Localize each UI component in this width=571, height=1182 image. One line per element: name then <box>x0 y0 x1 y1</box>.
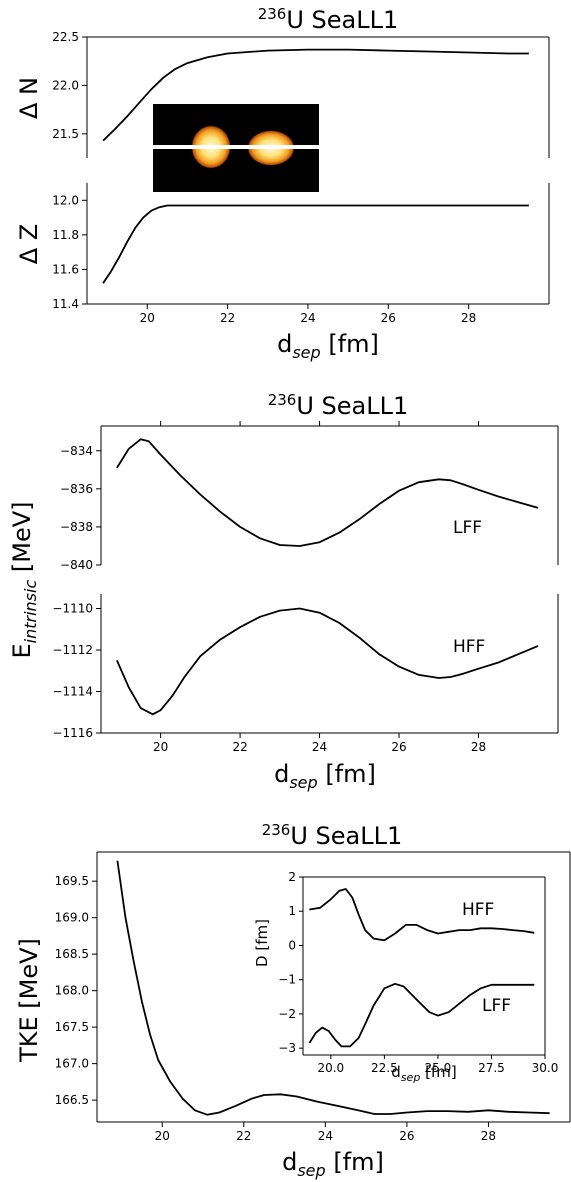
y-tick-label: 1 <box>288 904 296 918</box>
panel2-title: 236U SeaLL1 <box>268 391 409 420</box>
y-tick-label: 0 <box>288 938 296 952</box>
x-tick-label: 20.0 <box>317 1061 344 1075</box>
x-tick-label: 22.5 <box>371 1061 398 1075</box>
y-tick-label: −2 <box>278 1007 296 1021</box>
x-tick-label: 25.0 <box>425 1061 452 1075</box>
y-tick-label: 11.6 <box>52 262 79 276</box>
inset-background <box>303 877 545 1055</box>
x-tick-label: 28 <box>461 311 476 325</box>
y-tick-label: −1114 <box>52 685 93 699</box>
intrinsic-ylabel: Eintrinsic [MeV] <box>8 501 40 658</box>
panel1-xlabel: dsep [fm] <box>277 330 379 362</box>
delta-z-ylabel: Δ Z <box>15 224 43 265</box>
x-tick-label: 24 <box>300 311 315 325</box>
panel1-title: 236U SeaLL1 <box>258 5 399 34</box>
tke-inset-axes: 2 1 0 −1 −2 −3 20.0 22.5 25.0 27.5 30.0 <box>278 870 558 1075</box>
hff-annotation: HFF <box>453 637 485 657</box>
inset-ylabel: D [fm] <box>253 919 271 967</box>
y-tick-label: 169.0 <box>55 911 89 925</box>
series-line <box>102 204 529 284</box>
y-tick-label: 21.5 <box>52 127 79 141</box>
y-tick-label: 2 <box>288 870 296 884</box>
y-tick-label: 168.0 <box>55 984 89 998</box>
tke-ylabel: TKE [MeV] <box>15 938 43 1063</box>
hff-series-line <box>309 888 535 942</box>
density-image-inset <box>153 104 319 192</box>
inset-hff-label: HFF <box>462 900 494 920</box>
panel3-xlabel: dsep [fm] <box>282 1148 384 1180</box>
y-tick-label: 166.5 <box>55 1093 89 1107</box>
y-tick-label: −1112 <box>52 643 93 657</box>
panel2-xlabel: dsep [fm] <box>274 760 376 792</box>
y-tick-label: −3 <box>278 1041 296 1055</box>
y-tick-label: −834 <box>60 444 93 458</box>
y-tick-label: −1116 <box>52 726 93 740</box>
x-tick-label: 20 <box>140 311 155 325</box>
series-line <box>102 48 529 142</box>
y-tick-label: 11.4 <box>52 297 79 311</box>
y-tick-label: 168.5 <box>55 947 89 961</box>
delta-z-axes: 11.4 11.6 11.8 12.0 20 22 24 26 28 <box>52 183 550 325</box>
y-tick-label: 22.5 <box>52 30 79 44</box>
x-tick-label: 26 <box>399 1129 414 1143</box>
intrinsic-lff-axes: −834 −836 −838 −840 <box>60 421 559 572</box>
x-tick-label: 28 <box>471 740 486 754</box>
inset-xlabel: dsep [fm] <box>391 1063 456 1084</box>
delta-n-axes: 21.5 22.0 22.5 <box>52 30 550 158</box>
y-tick-label: 12.0 <box>52 193 79 207</box>
x-tick-label: 22 <box>236 1129 251 1143</box>
y-tick-label: −836 <box>60 482 93 496</box>
y-tick-label: 22.0 <box>52 78 79 92</box>
inset-lff-label: LFF <box>482 996 511 1016</box>
series-line <box>116 607 539 716</box>
x-tick-label: 20 <box>153 740 168 754</box>
panel3-title: 236U SeaLL1 <box>262 821 403 850</box>
x-tick-label: 22 <box>232 740 247 754</box>
x-tick-label: 22 <box>220 311 235 325</box>
delta-n-ylabel: Δ N <box>15 77 43 119</box>
intrinsic-hff-axes: −1110 −1112 −1114 −1116 20 22 24 26 28 <box>52 594 559 754</box>
series-line <box>116 438 539 547</box>
y-tick-label: −838 <box>60 520 93 534</box>
lff-series-line <box>308 982 535 1048</box>
y-tick-label: −1 <box>278 973 296 987</box>
y-tick-label: 169.5 <box>55 874 89 888</box>
x-tick-label: 27.5 <box>478 1061 505 1075</box>
y-tick-label: 167.0 <box>55 1057 89 1071</box>
x-tick-label: 20 <box>155 1129 170 1143</box>
y-tick-label: −840 <box>60 558 93 572</box>
y-tick-label: 167.5 <box>55 1020 89 1034</box>
x-tick-label: 24 <box>318 1129 333 1143</box>
lff-annotation: LFF <box>453 518 482 538</box>
x-tick-label: 24 <box>312 740 327 754</box>
x-tick-label: 26 <box>391 740 406 754</box>
x-tick-label: 26 <box>381 311 396 325</box>
x-tick-label: 30.0 <box>532 1061 559 1075</box>
series-line <box>116 860 550 1116</box>
x-tick-label: 28 <box>481 1129 496 1143</box>
y-tick-label: 11.8 <box>52 228 79 242</box>
y-tick-label: −1110 <box>52 602 93 616</box>
